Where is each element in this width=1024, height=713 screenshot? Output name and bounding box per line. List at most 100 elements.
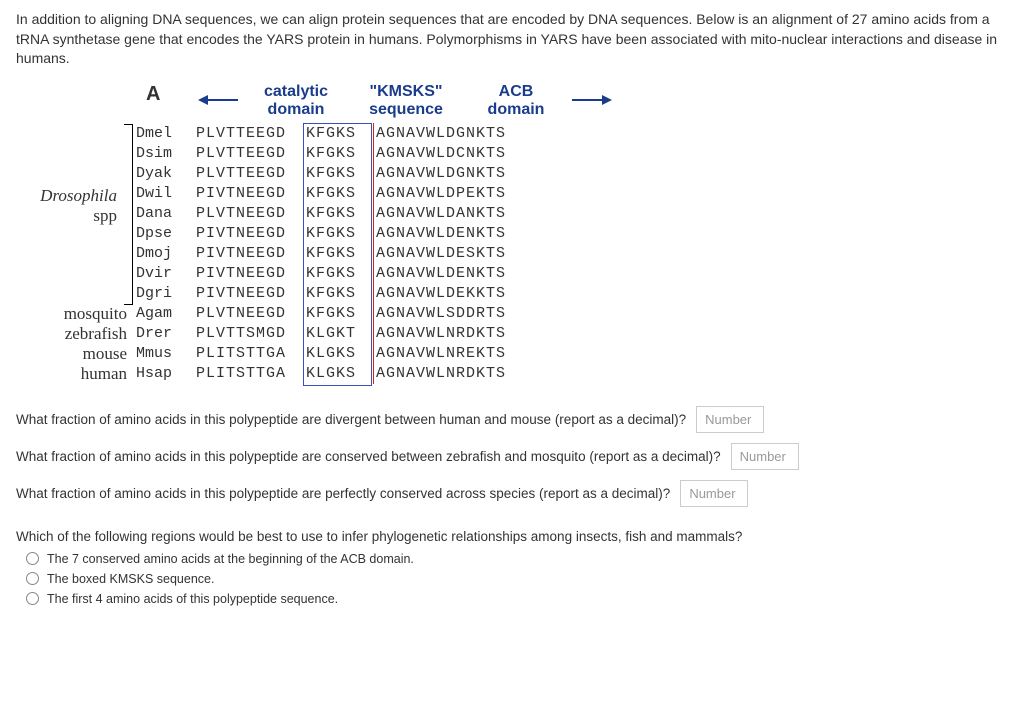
- alignment-figure: A catalytic domain "KMSKS" sequence ACB …: [136, 83, 1008, 384]
- seq-acb: AGNAVWLDGNKTS: [376, 124, 536, 144]
- seq-acb: AGNAVWLSDDRTS: [376, 304, 536, 324]
- seq-kmsks: KFGKS: [306, 124, 376, 144]
- alignment-row: DgriPIVTNEEGDKFGKSAGNAVWLDEKKTS: [136, 284, 1008, 304]
- seq-kmsks: KFGKS: [306, 284, 376, 304]
- seq-kmsks: KLGKS: [306, 364, 376, 384]
- seq-catalytic: PIVTNEEGD: [196, 284, 306, 304]
- seq-acb: AGNAVWLNREKTS: [376, 344, 536, 364]
- seq-kmsks: KFGKS: [306, 204, 376, 224]
- seq-acb: AGNAVWLDENKTS: [376, 264, 536, 284]
- seq-catalytic: PLVTNEEGD: [196, 204, 306, 224]
- radio-icon[interactable]: [26, 592, 39, 605]
- species-code: Dsim: [136, 144, 196, 164]
- answer-input-1[interactable]: Number: [696, 406, 764, 433]
- question-1: What fraction of amino acids in this pol…: [16, 406, 1008, 433]
- seq-catalytic: PLVTTSMGD: [196, 324, 306, 344]
- species-code: Dpse: [136, 224, 196, 244]
- mc-option[interactable]: The first 4 amino acids of this polypept…: [26, 592, 1008, 606]
- header-kmsks-l1: "KMSKS": [370, 83, 443, 100]
- questions-block: What fraction of amino acids in this pol…: [16, 406, 1008, 606]
- alignment-row: DsimPLVTTEEGDKFGKSAGNAVWLDCNKTS: [136, 144, 1008, 164]
- arrow-left-icon: [198, 93, 238, 107]
- alignment-row: DmojPIVTNEEGDKFGKSAGNAVWLDESKTS: [136, 244, 1008, 264]
- question-3-text: What fraction of amino acids in this pol…: [16, 486, 670, 501]
- alignment-grid: Drosophila spp mosquito zebrafish mouse …: [136, 124, 1008, 384]
- species-code: Dwil: [136, 184, 196, 204]
- label-drosophila-l2: spp: [93, 206, 117, 226]
- alignment-row: DyakPLVTTEEGDKFGKSAGNAVWLDGNKTS: [136, 164, 1008, 184]
- species-code: Dyak: [136, 164, 196, 184]
- alignment-row: HsapPLITSTTGAKLGKSAGNAVWLNRDKTS: [136, 364, 1008, 384]
- seq-acb: AGNAVWLDANKTS: [376, 204, 536, 224]
- header-acb: ACB domain: [456, 83, 576, 120]
- seq-catalytic: PIVTNEEGD: [196, 244, 306, 264]
- header-kmsks-l2: sequence: [369, 101, 443, 118]
- mc-prompt: Which of the following regions would be …: [16, 529, 1008, 544]
- question-2: What fraction of amino acids in this pol…: [16, 443, 1008, 470]
- seq-kmsks: KFGKS: [306, 144, 376, 164]
- question-2-text: What fraction of amino acids in this pol…: [16, 449, 721, 464]
- header-kmsks: "KMSKS" sequence: [356, 83, 456, 120]
- seq-kmsks: KFGKS: [306, 164, 376, 184]
- species-code: Dmel: [136, 124, 196, 144]
- radio-icon[interactable]: [26, 572, 39, 585]
- species-code: Dgri: [136, 284, 196, 304]
- seq-acb: AGNAVWLDPEKTS: [376, 184, 536, 204]
- species-code: Hsap: [136, 364, 196, 384]
- species-code: Dvir: [136, 264, 196, 284]
- mc-option[interactable]: The 7 conserved amino acids at the begin…: [26, 552, 1008, 566]
- header-acb-l2: domain: [488, 101, 545, 118]
- header-catalytic: catalytic domain: [236, 83, 356, 120]
- seq-kmsks: KFGKS: [306, 244, 376, 264]
- seq-catalytic: PLVTNEEGD: [196, 304, 306, 324]
- mc-option-label: The 7 conserved amino acids at the begin…: [47, 552, 414, 566]
- seq-catalytic: PLVTTEEGD: [196, 164, 306, 184]
- seq-acb: AGNAVWLNRDKTS: [376, 364, 536, 384]
- radio-icon[interactable]: [26, 552, 39, 565]
- seq-kmsks: KLGKT: [306, 324, 376, 344]
- seq-kmsks: KFGKS: [306, 224, 376, 244]
- seq-acb: AGNAVWLDCNKTS: [376, 144, 536, 164]
- intro-text: In addition to aligning DNA sequences, w…: [16, 10, 1008, 69]
- question-1-text: What fraction of amino acids in this pol…: [16, 412, 686, 427]
- alignment-row: AgamPLVTNEEGDKFGKSAGNAVWLSDDRTS: [136, 304, 1008, 324]
- mc-option-label: The boxed KMSKS sequence.: [47, 572, 214, 586]
- seq-acb: AGNAVWLDESKTS: [376, 244, 536, 264]
- mc-option-label: The first 4 amino acids of this polypept…: [47, 592, 338, 606]
- alignment-row: DrerPLVTTSMGDKLGKTAGNAVWLNRDKTS: [136, 324, 1008, 344]
- species-code: Dana: [136, 204, 196, 224]
- seq-acb: AGNAVWLDENKTS: [376, 224, 536, 244]
- species-code: Drer: [136, 324, 196, 344]
- header-catalytic-l1: catalytic: [264, 83, 328, 100]
- label-human: human: [81, 364, 127, 384]
- seq-acb: AGNAVWLDEKKTS: [376, 284, 536, 304]
- header-catalytic-l2: domain: [268, 101, 325, 118]
- seq-catalytic: PLVTTEEGD: [196, 144, 306, 164]
- seq-catalytic: PLITSTTGA: [196, 344, 306, 364]
- seq-catalytic: PLITSTTGA: [196, 364, 306, 384]
- answer-input-2[interactable]: Number: [731, 443, 799, 470]
- mc-option[interactable]: The boxed KMSKS sequence.: [26, 572, 1008, 586]
- label-mosquito: mosquito: [64, 304, 127, 324]
- seq-acb: AGNAVWLNRDKTS: [376, 324, 536, 344]
- alignment-row: DanaPLVTNEEGDKFGKSAGNAVWLDANKTS: [136, 204, 1008, 224]
- mc-question: Which of the following regions would be …: [16, 529, 1008, 606]
- seq-kmsks: KLGKS: [306, 344, 376, 364]
- column-headers: A catalytic domain "KMSKS" sequence ACB …: [136, 83, 1008, 120]
- alignment-row: DwilPIVTNEEGDKFGKSAGNAVWLDPEKTS: [136, 184, 1008, 204]
- answer-input-3[interactable]: Number: [680, 480, 748, 507]
- seq-acb: AGNAVWLDGNKTS: [376, 164, 536, 184]
- seq-kmsks: KFGKS: [306, 264, 376, 284]
- label-mouse: mouse: [83, 344, 127, 364]
- alignment-row: MmusPLITSTTGAKLGKSAGNAVWLNREKTS: [136, 344, 1008, 364]
- seq-catalytic: PIVTNEEGD: [196, 184, 306, 204]
- label-drosophila-l1: Drosophila: [40, 186, 117, 206]
- species-code: Mmus: [136, 344, 196, 364]
- question-3: What fraction of amino acids in this pol…: [16, 480, 1008, 507]
- label-zebrafish: zebrafish: [65, 324, 127, 344]
- species-code: Agam: [136, 304, 196, 324]
- seq-kmsks: KFGKS: [306, 184, 376, 204]
- species-code: Dmoj: [136, 244, 196, 264]
- seq-kmsks: KFGKS: [306, 304, 376, 324]
- arrow-right-icon: [572, 93, 612, 107]
